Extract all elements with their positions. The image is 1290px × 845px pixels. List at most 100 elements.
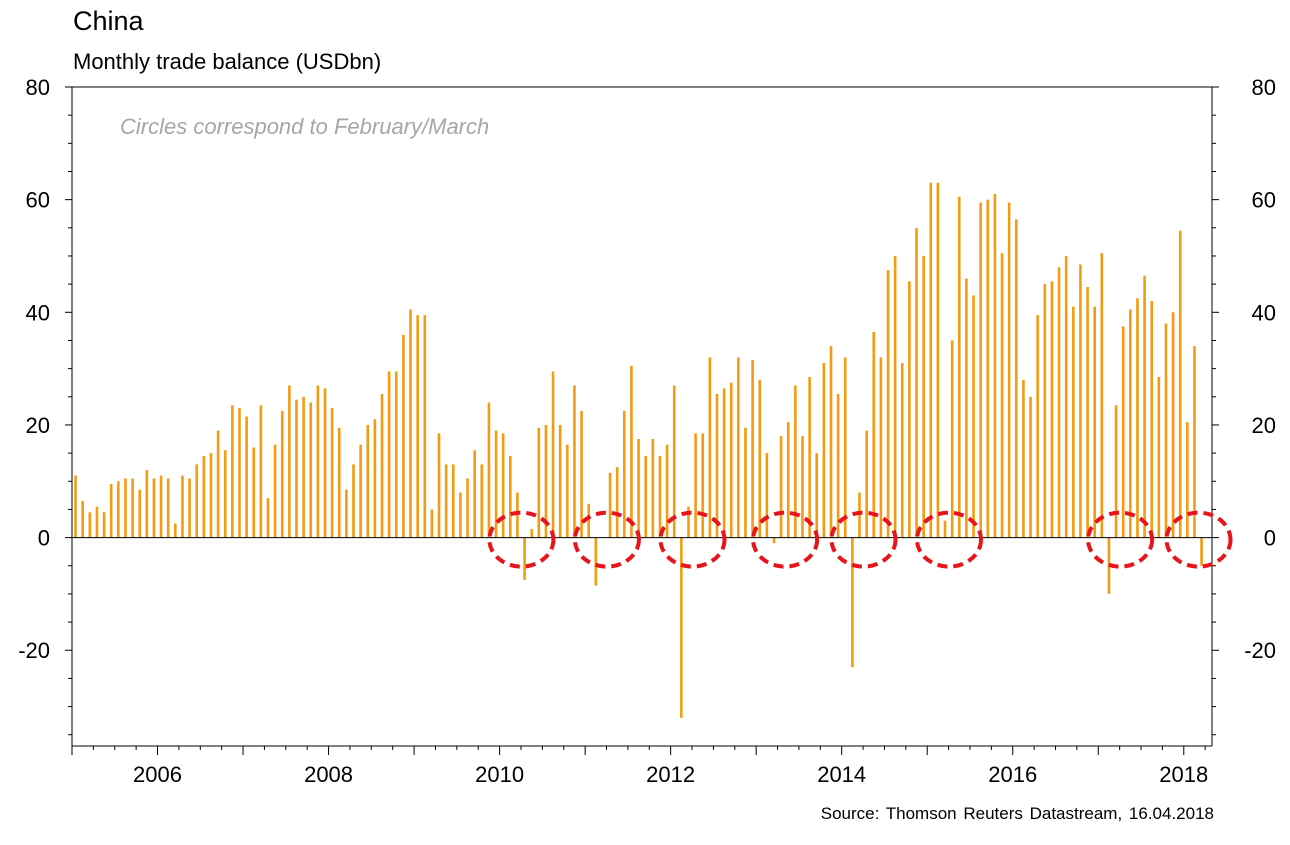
bar [402,334,405,538]
bar [459,492,462,538]
y-tick-label-right: -20 [1244,638,1276,663]
bar [786,422,790,538]
source-note: Source: Thomson Reuters Datastream, 16.0… [820,804,1214,823]
annotation-circle [1164,510,1233,569]
x-tick-label: 2016 [988,762,1037,787]
bar [694,433,697,538]
bar [1036,315,1039,538]
bar [273,444,277,538]
y-tick-label-right: 60 [1252,188,1276,213]
bar [166,478,170,538]
bar [159,475,163,538]
bar [124,478,127,538]
bar [1029,396,1032,538]
axis-labels: -20 -20 0 0 20 20 40 40 60 60 80 80 2006 2008 2010 2012… [18,75,1276,787]
bar [1129,309,1132,538]
y-tick-label-left: 20 [26,413,50,438]
y-tick-label-left: -20 [18,638,50,663]
bar [1015,219,1018,538]
bar [131,478,134,538]
bar [537,427,541,538]
bar [480,464,484,538]
x-tick-label: 2018 [1159,762,1208,787]
bar [843,357,847,538]
bar [1057,267,1061,538]
bar [373,419,377,538]
bar [794,385,797,538]
bar [658,455,662,538]
bar [972,295,975,538]
bar [858,492,861,538]
bar [829,346,833,538]
bar [822,362,826,538]
bar [801,436,804,538]
bar [223,450,227,538]
axes [71,86,1213,747]
bar [74,475,77,538]
bar [715,393,719,538]
bar [1050,281,1054,538]
axis-ticks [65,86,1219,755]
bar [680,537,683,718]
annotation-circles [487,510,1233,569]
bar [473,450,476,538]
bar [216,430,220,538]
chart-title: China [73,6,144,36]
bar [152,478,156,538]
bar [302,396,305,538]
bar [252,447,256,538]
bar [102,512,106,538]
bar [772,537,776,544]
bar [337,427,341,538]
bar [437,433,441,538]
bar [1150,301,1154,538]
bar [672,385,676,538]
bar [665,444,669,538]
bar [202,455,206,538]
bar [630,365,633,538]
bar [908,281,911,538]
bar [544,424,548,538]
y-tick-label-right: 40 [1252,300,1276,325]
bar [915,227,918,538]
y-tick-label-left: 80 [26,75,50,100]
annotation-circle [487,510,556,569]
bar [501,433,505,538]
bar [387,371,391,538]
bar [95,506,99,538]
bar [523,537,526,580]
bar [1086,286,1089,538]
bar [430,509,434,538]
bar [615,467,619,538]
y-tick-label-left: 60 [26,188,50,213]
bar [231,405,234,538]
bar [1007,202,1011,538]
bar [1079,264,1082,538]
bar [174,523,177,538]
bar [416,315,419,538]
bar [1178,230,1182,538]
bar [950,340,954,538]
bar [238,408,241,538]
bar [1043,284,1047,538]
bar [1114,405,1118,538]
bar [708,357,712,538]
bar [551,371,555,538]
bar [701,433,705,538]
bar [1100,253,1104,538]
bar [288,385,291,538]
bar [651,439,655,538]
y-tick-label-right: 0 [1264,526,1276,551]
y-tick-label-left: 0 [38,526,50,551]
bar [943,520,947,538]
bar [316,385,320,538]
bar [1072,306,1075,538]
bar [879,357,883,538]
bar [573,385,576,538]
x-tick-label: 2014 [817,762,866,787]
annotation-circle [572,510,641,569]
bar [957,196,961,538]
bar [965,278,968,538]
bar [195,464,199,538]
